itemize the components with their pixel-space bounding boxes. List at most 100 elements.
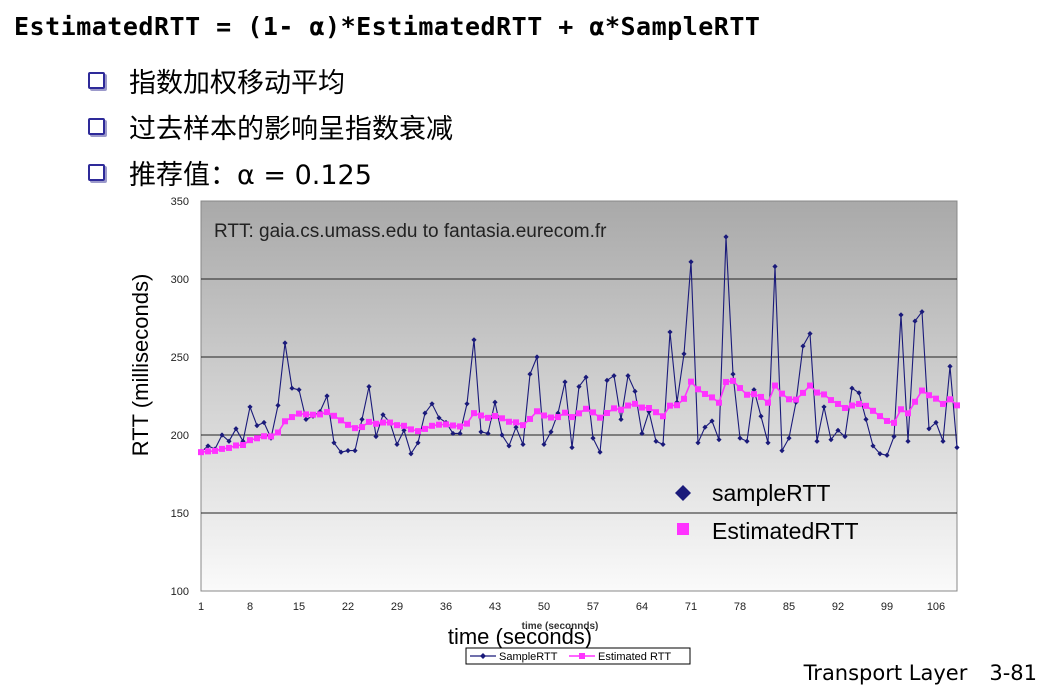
estimated-rtt-point — [842, 405, 848, 412]
sample-rtt-point — [604, 377, 610, 383]
checkbox-bullet-icon — [88, 163, 105, 181]
sample-rtt-point — [275, 402, 281, 408]
sample-rtt-point — [597, 449, 603, 455]
estimated-rtt-point — [317, 411, 323, 418]
sample-rtt-point — [842, 433, 848, 440]
bullet-decay: 过去样本的影响呈指数衰减 — [88, 109, 453, 145]
sample-rtt-point — [772, 263, 778, 270]
estimated-rtt-point — [702, 390, 708, 397]
sample-rtt-point — [954, 444, 960, 451]
checkbox-bullet-icon — [88, 117, 105, 135]
estimated-rtt-point — [856, 400, 862, 407]
bottom-legend-estimated-label: Estimated RTT — [598, 651, 671, 663]
estimated-rtt-point — [394, 422, 400, 429]
sample-rtt-point — [555, 410, 561, 416]
bullet-text: 推荐值：α = 0.125 — [129, 159, 372, 191]
sample-rtt-point — [870, 443, 876, 449]
sample-rtt-point — [660, 441, 666, 447]
estimated-rtt-point — [324, 409, 330, 416]
estimated-rtt-point — [359, 424, 365, 431]
estimated-rtt-point — [793, 396, 799, 403]
sample-rtt-point — [499, 432, 505, 438]
sample-rtt-point — [541, 441, 547, 447]
estimated-rtt-point — [289, 414, 295, 421]
estimated-rtt-point — [709, 394, 715, 401]
sample-rtt-point — [940, 438, 946, 444]
estimated-rtt-point — [828, 397, 834, 404]
estimated-rtt-point — [933, 395, 939, 402]
estimated-rtt-point — [772, 382, 778, 389]
estimated-rtt-point — [681, 395, 687, 402]
sample-rtt-point — [233, 426, 239, 432]
sample-rtt-point — [352, 448, 358, 454]
sample-rtt-point — [338, 449, 344, 455]
estimated-rtt-point — [814, 389, 820, 396]
estimated-rtt-point — [583, 405, 589, 412]
sample-rtt-point — [576, 384, 582, 390]
estimated-rtt-point — [954, 402, 960, 409]
estimated-rtt-point — [387, 419, 393, 426]
ewma-formula: EstimatedRTT = (1- α)*EstimatedRTT + α*S… — [14, 12, 761, 41]
legend-sample-label: sampleRTT — [712, 480, 830, 506]
x-tick-label: 36 — [440, 601, 452, 613]
estimated-rtt-point — [877, 413, 883, 420]
sample-rtt-point — [296, 387, 302, 393]
estimated-rtt-point — [485, 414, 491, 421]
sample-rtt-point — [891, 433, 897, 440]
estimated-rtt-point — [366, 418, 372, 425]
sample-rtt-point — [478, 429, 484, 435]
sample-rtt-point — [912, 318, 918, 324]
sample-rtt-point — [919, 309, 925, 315]
estimated-rtt-point — [338, 417, 344, 424]
sample-rtt-point — [492, 399, 498, 405]
estimated-rtt-point — [751, 391, 757, 398]
x-tick-label: 22 — [342, 601, 354, 613]
y-tick-label: 100 — [171, 586, 189, 598]
page-number: 3-81 — [989, 661, 1037, 685]
sample-rtt-point — [534, 354, 540, 360]
sample-rtt-point — [751, 387, 757, 393]
sample-rtt-point — [835, 427, 841, 433]
estimated-rtt-point — [786, 396, 792, 403]
sample-rtt-point — [303, 416, 309, 422]
sample-rtt-point — [730, 371, 736, 377]
estimated-rtt-point — [408, 426, 414, 433]
sample-rtt-series — [198, 234, 960, 458]
estimated-rtt-point — [261, 433, 267, 440]
sample-rtt-point — [702, 424, 708, 430]
estimated-rtt-point — [695, 386, 701, 393]
estimated-rtt-point — [268, 433, 274, 440]
sample-rtt-point — [394, 441, 400, 447]
y-tick-labels: 100 150 200 250 300 350 — [171, 196, 189, 598]
sample-rtt-point — [758, 413, 764, 419]
sample-rtt-point — [821, 404, 827, 410]
estimated-rtt-point — [660, 413, 666, 420]
y-tick-label: 150 — [171, 508, 189, 520]
estimated-rtt-point — [422, 425, 428, 432]
sample-rtt-point — [527, 371, 533, 377]
sample-rtt-point — [779, 448, 785, 454]
sample-rtt-point — [632, 388, 638, 394]
sample-rtt-point — [562, 379, 568, 385]
sample-rtt-point — [723, 234, 729, 240]
sample-rtt-point — [548, 429, 554, 435]
y-tick-label: 350 — [171, 196, 189, 208]
sample-rtt-point — [373, 433, 379, 440]
x-tick-label: 85 — [783, 601, 795, 613]
estimated-rtt-point — [499, 415, 505, 422]
y-tick-label: 250 — [171, 352, 189, 364]
estimated-rtt-point — [800, 389, 806, 396]
sample-rtt-point — [933, 419, 939, 426]
sample-rtt-point — [814, 438, 820, 444]
estimated-rtt-point — [674, 402, 680, 409]
estimated-rtt-point — [429, 422, 435, 429]
estimated-rtt-point — [723, 378, 729, 385]
sample-rtt-point — [716, 437, 722, 443]
estimated-rtt-point — [919, 387, 925, 394]
sample-rtt-point — [380, 412, 386, 418]
estimated-rtt-point — [534, 408, 540, 415]
estimated-rtt-point — [443, 421, 449, 428]
sample-rtt-point — [786, 435, 792, 441]
sample-rtt-point — [359, 416, 365, 422]
estimated-rtt-point — [667, 402, 673, 409]
